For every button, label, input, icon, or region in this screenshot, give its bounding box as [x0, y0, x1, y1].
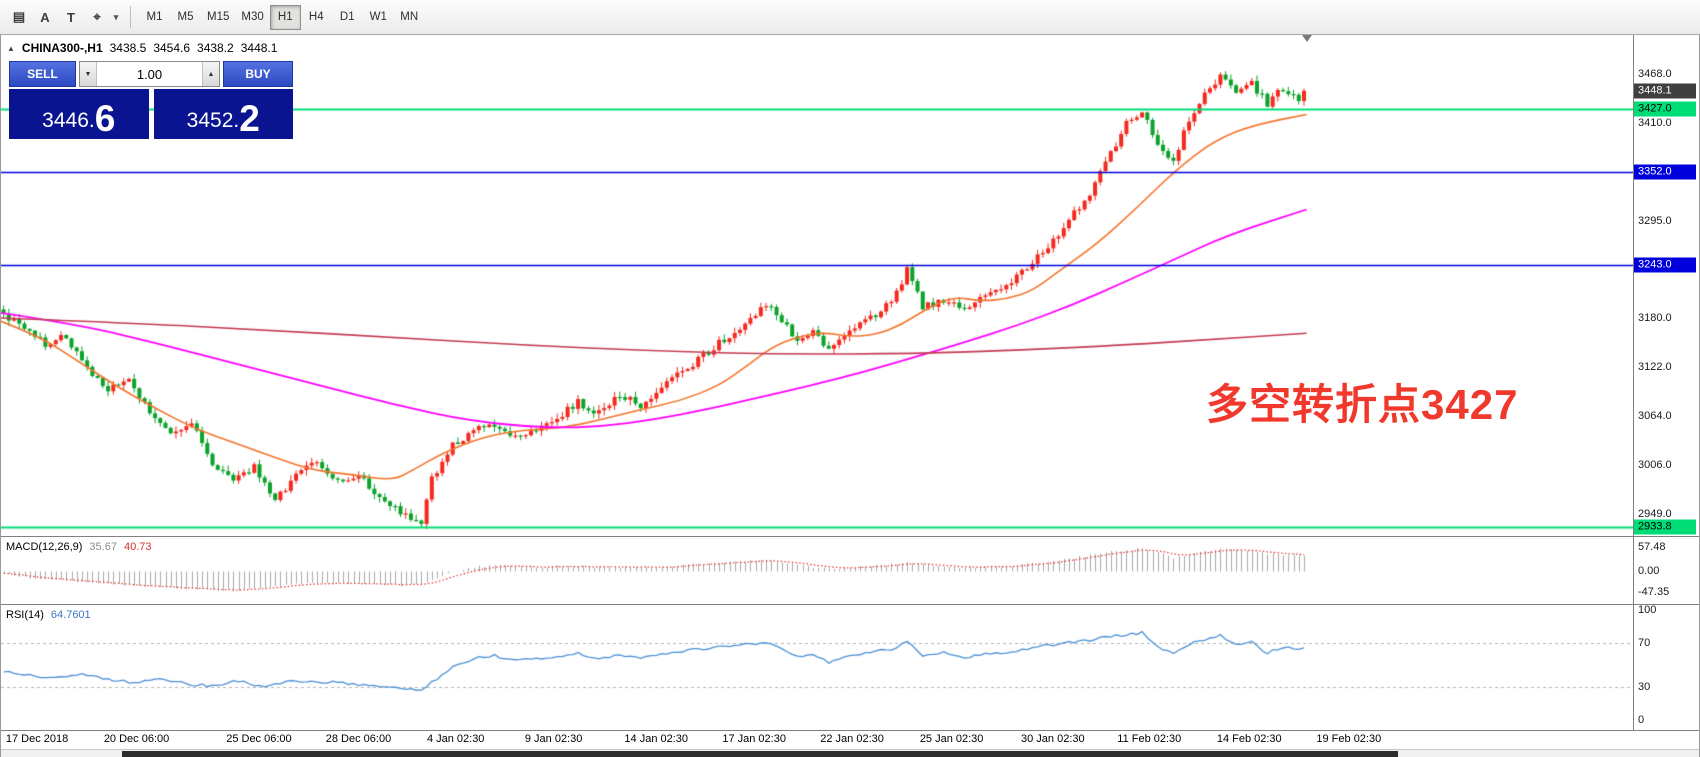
macd-canvas[interactable]	[1, 537, 1633, 604]
time-axis-label: 17 Jan 02:30	[722, 733, 786, 745]
price-scale-label: 3410.0	[1638, 117, 1672, 130]
macd-scale-label: -47.35	[1638, 585, 1670, 598]
hline-price-badge: 2933.8	[1634, 519, 1696, 535]
timeframe-button-W1[interactable]: W1	[369, 11, 387, 23]
collapse-panel-icon[interactable]: ▲	[7, 43, 15, 53]
windows-list-icon[interactable]: ▤	[12, 9, 26, 24]
caret-down-icon: ▼	[84, 70, 92, 78]
price-scale-label: 3064.0	[1638, 410, 1672, 423]
buy-button[interactable]: BUY	[223, 61, 293, 87]
cursor-tool-icon[interactable]: A	[40, 9, 50, 25]
timeframe-button-M15[interactable]: M15	[207, 11, 230, 23]
macd-scale-label: 57.48	[1638, 540, 1666, 553]
macd-signal-value: 40.73	[123, 541, 152, 553]
price-scale-label: 3295.0	[1638, 214, 1672, 227]
toolbar-separator	[130, 6, 131, 28]
rsi-indicator-label: RSI(14) 64.7601	[6, 609, 91, 621]
time-axis-label: 25 Jan 02:30	[919, 733, 984, 745]
scrollbar-thumb[interactable]	[121, 751, 1399, 757]
price-scale-label: 3006.0	[1638, 459, 1672, 472]
time-axis-label: 19 Feb 02:30	[1316, 733, 1382, 745]
timeframe-button-M1[interactable]: M1	[146, 11, 163, 23]
time-axis-label: 14 Feb 02:30	[1216, 733, 1282, 745]
macd-scale[interactable]: 57.48 0.00 -47.35	[1633, 537, 1699, 604]
chart-annotation: 多空转折点3427	[1206, 381, 1519, 428]
volume-increase-button[interactable]: ▲	[202, 62, 219, 86]
hline-price-badge: 3352.0	[1634, 164, 1696, 180]
time-axis-label: 30 Jan 02:30	[1021, 733, 1085, 745]
timeframe-button-MN[interactable]: MN	[400, 11, 419, 23]
ohlc-low: 3438.2	[197, 41, 234, 55]
time-axis-label: 25 Dec 06:00	[226, 733, 292, 745]
buy-price-big-digit: 2	[239, 97, 260, 139]
timeframe-button-M30[interactable]: M30	[241, 11, 264, 23]
buy-price-display[interactable]: 3452. 2	[153, 89, 293, 139]
macd-main-value: 35.67	[89, 541, 117, 553]
rsi-scale-label: 30	[1638, 681, 1651, 694]
ohlc-close: 3448.1	[240, 41, 278, 55]
price-scale-label: 3468.0	[1638, 67, 1672, 80]
buy-price: 3452.	[186, 109, 240, 132]
one-click-trading-panel: SELL ▼ 1.00 ▲ BUY	[9, 61, 293, 139]
time-axis-label: 28 Dec 06:00	[325, 733, 392, 745]
timeframe-button-D1[interactable]: D1	[339, 11, 355, 23]
sell-price: 3446.	[42, 109, 95, 132]
rsi-scale[interactable]: 100 70 30 0	[1633, 604, 1699, 730]
macd-indicator-label: MACD(12,26,9) 35.67 40.73	[6, 541, 151, 553]
time-axis[interactable]: 17 Dec 2018 20 Dec 06:00 25 Dec 06:00 28 De…	[1, 731, 1699, 749]
price-chart-pane: ▲ CHINA300-,H1 3438.5 3454.6 3438.2 3448…	[1, 35, 1699, 537]
time-axis-label: 4 Jan 02:30	[426, 733, 485, 745]
macd-name: MACD(12,26,9)	[6, 541, 83, 553]
price-scale-label: 3122.0	[1638, 361, 1672, 374]
time-axis-label: 22 Jan 02:30	[820, 733, 884, 745]
current-price-badge: 3448.1	[1634, 83, 1696, 99]
macd-scale-label: 0.00	[1638, 565, 1660, 578]
time-axis-label: 14 Jan 02:30	[624, 733, 689, 745]
chart-window: ▲ CHINA300-,H1 3438.5 3454.6 3438.2 3448…	[0, 35, 1700, 757]
macd-plot[interactable]: MACD(12,26,9) 35.67 40.73	[1, 537, 1633, 604]
timeframe-button-M5[interactable]: M5	[177, 11, 194, 23]
sell-price-big-digit: 6	[94, 97, 116, 139]
rsi-name: RSI(14)	[6, 609, 44, 621]
main-toolbar: ▤ A T ⌖ ▾ M1 M5 M15 M30 H1 H4 D1 W1 MN	[0, 0, 1700, 35]
sell-price-display[interactable]: 3446. 6	[9, 89, 149, 139]
volume-decrease-button[interactable]: ▼	[80, 62, 97, 86]
time-axis-label: 17 Dec 2018	[5, 733, 69, 745]
chart-shift-marker[interactable]	[1301, 35, 1312, 42]
timeframe-toolbar: M1 M5 M15 M30 H1 H4 D1 W1 MN	[139, 4, 425, 30]
time-axis-label: 9 Jan 02:30	[524, 733, 583, 745]
time-axis-label: 11 Feb 02:30	[1117, 733, 1182, 745]
dropdown-caret-icon[interactable]: ▾	[113, 11, 119, 22]
chart-ohlc-header: ▲ CHINA300-,H1 3438.5 3454.6 3438.2 3448…	[7, 41, 277, 55]
symbol-timeframe-label: CHINA300-,H1	[21, 41, 103, 55]
rsi-value: 64.7601	[50, 609, 91, 621]
price-scale-label: 2949.0	[1638, 507, 1672, 520]
rsi-pane: RSI(14) 64.7601 100 70 30 0	[1, 604, 1699, 731]
caret-up-icon: ▲	[207, 70, 215, 78]
rsi-canvas[interactable]	[1, 605, 1633, 730]
tool-icon-group: ▤ A T ⌖ ▾	[6, 4, 122, 30]
price-scale[interactable]: 3468.0 3410.0 3295.0 3180.0 3122.0 3064.0 3006…	[1633, 35, 1699, 536]
hline-price-badge: 3243.0	[1634, 257, 1696, 273]
time-axis-label: 20 Dec 06:00	[103, 733, 170, 745]
price-scale-label: 3180.0	[1638, 311, 1672, 324]
chart-scrollbar	[1, 749, 1699, 757]
rsi-scale-label: 0	[1638, 714, 1645, 727]
rsi-scale-label: 100	[1638, 604, 1657, 617]
ohlc-high: 3454.6	[153, 41, 191, 55]
volume-value[interactable]: 1.00	[136, 66, 163, 82]
sell-button[interactable]: SELL	[9, 61, 76, 87]
text-label-tool-icon[interactable]: T	[67, 9, 75, 25]
timeframe-button-H4[interactable]: H4	[308, 11, 324, 23]
timeframe-button-H1[interactable]: H1	[269, 4, 301, 30]
hline-price-badge: 3427.0	[1634, 101, 1696, 117]
volume-stepper[interactable]: ▼ 1.00 ▲	[79, 61, 220, 87]
rsi-plot[interactable]: RSI(14) 64.7601	[1, 605, 1633, 730]
rsi-scale-label: 70	[1638, 637, 1651, 650]
ohlc-open: 3438.5	[109, 41, 147, 55]
macd-pane: MACD(12,26,9) 35.67 40.73 57.48 0.00 -47.3…	[1, 537, 1699, 605]
price-chart-plot[interactable]: ▲ CHINA300-,H1 3438.5 3454.6 3438.2 3448…	[1, 35, 1633, 536]
crosshair-tool-icon[interactable]: ⌖	[93, 9, 101, 24]
